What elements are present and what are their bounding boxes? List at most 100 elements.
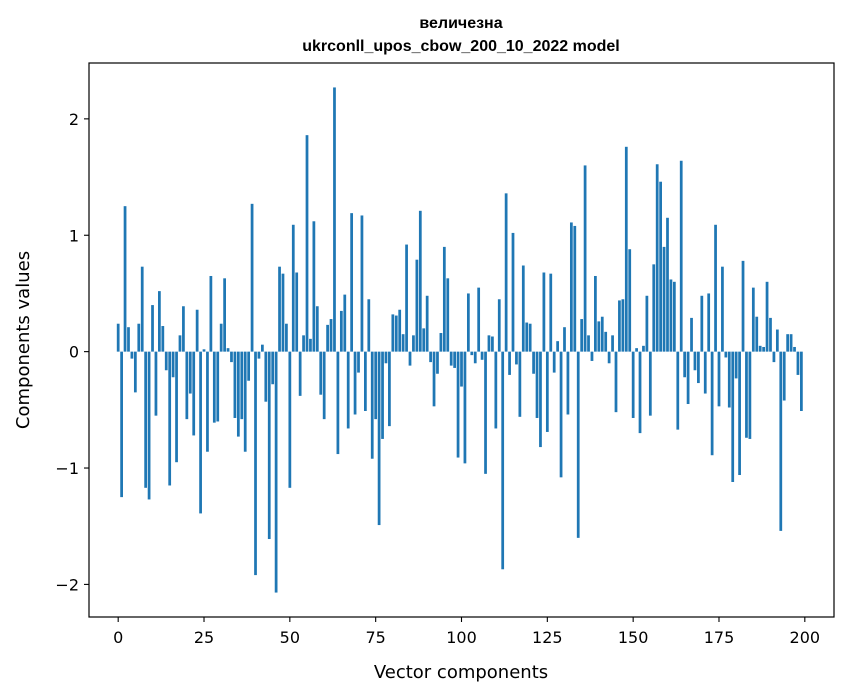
- bar-187: [758, 345, 762, 352]
- bar-9: [147, 351, 151, 500]
- bar-83: [401, 334, 405, 352]
- bar-78: [384, 351, 388, 364]
- bar-165: [683, 351, 687, 378]
- bar-131: [566, 351, 570, 415]
- bar-30: [219, 323, 223, 352]
- bar-176: [721, 266, 724, 352]
- x-tick-label-0: 0: [113, 628, 123, 647]
- bar-60: [322, 351, 326, 420]
- plot-frame: [88, 62, 835, 618]
- bar-103: [470, 351, 474, 356]
- bar-34: [233, 351, 237, 418]
- bar-84: [405, 244, 408, 352]
- bar-61: [326, 324, 329, 352]
- bar-144: [611, 335, 614, 352]
- bar-0: [116, 323, 120, 352]
- bar-54: [302, 335, 305, 352]
- chart-title-line-1: величезна: [419, 15, 502, 32]
- bar-69: [353, 351, 357, 415]
- bar-182: [741, 260, 745, 352]
- bar-52: [295, 272, 299, 352]
- y-axis-ticks: −2 −1 0 1 2: [55, 110, 89, 594]
- bar-95: [442, 246, 446, 352]
- bar-43: [264, 351, 268, 402]
- bar-13: [161, 326, 165, 352]
- bar-110: [494, 351, 498, 429]
- bars-group: [116, 87, 803, 593]
- bar-51: [291, 224, 295, 352]
- bar-140: [597, 321, 601, 352]
- bar-172: [707, 293, 711, 352]
- bar-40: [254, 351, 257, 576]
- bar-66: [343, 294, 347, 352]
- bar-109: [491, 336, 494, 352]
- bar-190: [769, 317, 772, 352]
- bar-90: [425, 295, 429, 352]
- y-axis-label: Components values: [13, 251, 34, 429]
- bar-105: [477, 287, 481, 352]
- bar-141: [600, 316, 604, 352]
- bar-79: [388, 351, 391, 427]
- bar-98: [453, 351, 457, 368]
- bar-111: [497, 299, 501, 352]
- x-tick-label-125: 125: [532, 628, 563, 647]
- bar-35: [236, 351, 240, 437]
- bar-5: [133, 351, 137, 393]
- bar-99: [456, 351, 460, 458]
- bar-82: [398, 309, 402, 352]
- y-tick-label--2: −2: [55, 575, 79, 594]
- bar-81: [394, 315, 398, 352]
- bar-138: [590, 351, 594, 361]
- bar-166: [686, 351, 690, 405]
- bar-123: [539, 351, 542, 448]
- bar-181: [738, 351, 741, 476]
- bar-27: [209, 275, 213, 352]
- bar-199: [800, 351, 803, 411]
- bar-143: [607, 351, 611, 364]
- bar-39: [250, 203, 254, 352]
- bar-7: [140, 266, 144, 352]
- x-tick-label-175: 175: [704, 628, 735, 647]
- bar-178: [727, 351, 731, 408]
- bar-180: [734, 351, 738, 379]
- bar-185: [751, 287, 755, 352]
- bar-4: [130, 351, 134, 359]
- x-tick-label-200: 200: [790, 628, 821, 647]
- bar-48: [281, 273, 285, 352]
- bar-135: [580, 319, 584, 352]
- bar-156: [652, 264, 656, 352]
- bar-8: [144, 351, 148, 488]
- bar-68: [350, 213, 354, 352]
- bar-159: [662, 246, 666, 352]
- bar-72: [364, 351, 367, 411]
- bar-58: [315, 306, 319, 352]
- bar-112: [501, 351, 505, 570]
- bar-1: [120, 351, 123, 498]
- bar-171: [703, 351, 707, 394]
- bar-80: [391, 314, 395, 352]
- bar-88: [418, 210, 422, 352]
- bar-175: [717, 351, 721, 407]
- bar-56: [309, 338, 312, 352]
- bar-133: [573, 225, 577, 352]
- bar-33: [230, 351, 233, 363]
- bar-154: [645, 295, 649, 352]
- bar-129: [559, 351, 563, 478]
- bar-41: [257, 351, 261, 359]
- bar-21: [188, 351, 192, 394]
- y-tick-label-1: 1: [69, 226, 79, 245]
- bar-189: [765, 281, 769, 352]
- x-tick-label-75: 75: [365, 628, 385, 647]
- bar-119: [525, 322, 529, 352]
- bar-28: [212, 351, 216, 423]
- x-tick-label-50: 50: [280, 628, 300, 647]
- bar-124: [542, 272, 546, 352]
- bar-46: [274, 351, 278, 593]
- bar-100: [460, 351, 463, 387]
- bar-75: [374, 351, 378, 420]
- bar-147: [621, 299, 625, 352]
- bar-23: [195, 309, 199, 352]
- bar-163: [676, 351, 680, 430]
- bar-113: [504, 193, 508, 352]
- bar-36: [240, 351, 244, 420]
